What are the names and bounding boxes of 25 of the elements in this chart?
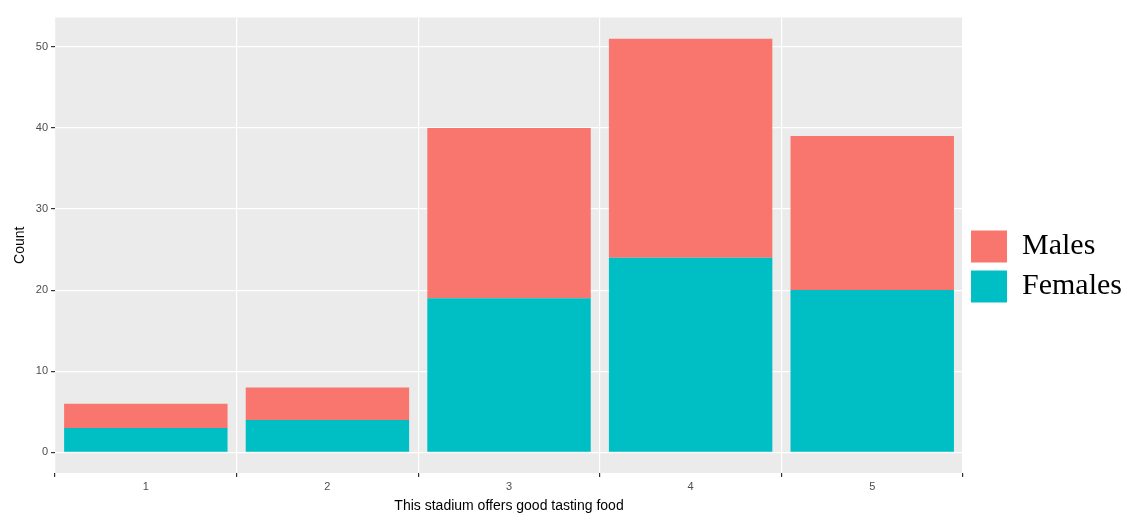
bar (427, 298, 591, 452)
bar (790, 136, 954, 291)
bar (790, 290, 954, 452)
bar (64, 427, 228, 452)
bar (64, 403, 228, 428)
x-tick-label: 3 (505, 479, 513, 492)
bar (427, 127, 591, 299)
x-tick-label: 2 (324, 479, 331, 492)
bar (245, 419, 410, 452)
x-tick-label: 5 (869, 479, 876, 492)
legend-label: Females (1022, 267, 1123, 301)
x-tick-label: 4 (687, 479, 694, 492)
x-axis-title: This stadium offers good tasting food (394, 497, 624, 514)
bar (245, 387, 410, 420)
bar (608, 38, 773, 258)
legend-label: Males (1022, 227, 1096, 261)
y-tick-label: 40 (35, 120, 49, 133)
y-tick-label: 20 (35, 283, 49, 296)
y-tick-label: 30 (35, 202, 49, 215)
y-axis-title: Count (11, 226, 28, 264)
y-tick-label: 0 (41, 445, 49, 458)
x-tick-label: 1 (142, 479, 149, 492)
y-tick-label: 50 (35, 39, 49, 52)
bar (608, 257, 773, 452)
y-tick-label: 10 (35, 364, 49, 377)
